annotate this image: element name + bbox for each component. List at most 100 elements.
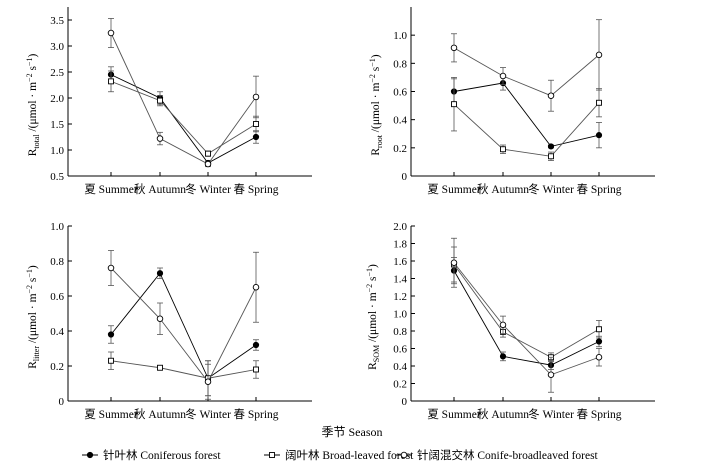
y-tick-label: 0.2 xyxy=(393,143,407,155)
y-tick-label: 0.2 xyxy=(393,379,407,391)
data-point xyxy=(595,51,603,59)
chart-panel-total: Rtotal /(μmol · m−2 s−1) 0.5 1.0 1.5 2.0 2.5… xyxy=(25,7,312,196)
legend-item-mixed: 针阔混交林 Conife-broadleaved forest xyxy=(396,448,599,462)
y-tick-label: 0.6 xyxy=(50,291,64,303)
data-point xyxy=(252,284,260,291)
x-tick-label: 冬 Winter xyxy=(185,407,231,421)
legend-label: 阔叶林 Broad-leaved forest xyxy=(285,448,414,462)
x-tick-label: 夏 Summer xyxy=(427,183,481,196)
chart-panel-litter: Rlitter /(μmol · m−2 s−1) 0 0.2 0.4 0.6 0.8 1… xyxy=(25,221,312,421)
data-point xyxy=(547,143,555,150)
x-tick-label: 秋 Autumn xyxy=(134,407,186,421)
legend-label: 针叶林 Coniferous forest xyxy=(103,448,221,462)
x-tick-label: 春 Spring xyxy=(233,183,278,196)
series-line xyxy=(110,32,257,165)
data-point xyxy=(252,133,260,141)
y-tick-label: 1.0 xyxy=(50,221,64,233)
x-tick-label: 春 Spring xyxy=(576,183,621,196)
series-line xyxy=(110,267,257,383)
y-tick-label: 0.5 xyxy=(50,171,64,183)
data-point xyxy=(252,341,260,349)
data-point xyxy=(451,101,457,108)
y-tick-label: 1.6 xyxy=(393,256,407,268)
data-point xyxy=(596,99,602,106)
x-tick-label: 秋 Autumn xyxy=(477,407,529,421)
data-point xyxy=(204,378,212,386)
data-point xyxy=(157,364,163,371)
data-point xyxy=(548,153,554,160)
data-point xyxy=(107,29,115,37)
series-line xyxy=(110,360,257,379)
y-axis-label: Rroot /(μmol · m−2 s−1) xyxy=(368,54,384,155)
series-line xyxy=(453,270,600,366)
legend-marker-open-square xyxy=(269,452,275,458)
series-line xyxy=(453,102,600,157)
legend-label: 针阔混交林 Conife-broadleaved forest xyxy=(417,448,599,462)
chart-panel-som: RSOM /(μmol · m−2 s−1) 0 0.2 0.4 0.6 0.8 1.0 1… xyxy=(365,221,655,421)
x-tick-label: 冬 Winter xyxy=(528,182,574,196)
y-tick-label: 0.2 xyxy=(50,361,64,373)
series-line xyxy=(110,272,257,379)
legend-item-broadleaved: 阔叶林 Broad-leaved forest xyxy=(264,448,414,462)
chart-panel-root: Rroot /(μmol · m−2 s−1) 0 0.2 0.4 0.6 0.8 1.0… xyxy=(368,7,655,196)
data-point xyxy=(450,44,458,52)
y-tick-label: 0 xyxy=(402,396,408,408)
y-tick-label: 0.6 xyxy=(393,344,407,356)
y-tick-label: 0.4 xyxy=(393,115,407,127)
y-axis-label: RSOM /(μmol · m−2 s−1) xyxy=(365,264,381,370)
x-tick-label: 春 Spring xyxy=(233,408,278,421)
x-tick-label: 冬 Winter xyxy=(185,182,231,196)
data-point xyxy=(205,150,211,157)
x-tick-label: 冬 Winter xyxy=(528,407,574,421)
data-point xyxy=(253,366,259,373)
legend: 针叶林 Coniferous forest 阔叶林 Broad-leaved f… xyxy=(82,448,599,462)
y-axis-label: Rlitter /(μmol · m−2 s−1) xyxy=(25,265,41,369)
legend-marker-open-circle xyxy=(400,451,408,459)
y-tick-label: 2.0 xyxy=(50,93,64,105)
y-tick-label: 3.5 xyxy=(50,15,64,27)
x-tick-label: 秋 Autumn xyxy=(134,182,186,196)
data-point xyxy=(108,78,114,85)
legend-marker-filled-circle xyxy=(86,451,94,459)
x-axis-title: 季节 Season xyxy=(322,425,383,439)
x-tick-label: 春 Spring xyxy=(576,408,621,421)
y-axis-label: Rtotal /(μmol · m−2 s−1) xyxy=(25,54,41,157)
series-line xyxy=(453,82,600,147)
y-tick-label: 1.2 xyxy=(393,291,407,303)
y-tick-label: 0.8 xyxy=(50,256,64,268)
data-point xyxy=(499,321,507,329)
y-tick-label: 0.4 xyxy=(50,326,64,338)
y-tick-label: 1.0 xyxy=(50,145,64,157)
y-tick-label: 0 xyxy=(402,171,408,183)
data-point xyxy=(595,132,603,139)
y-tick-label: 0.6 xyxy=(393,87,407,99)
x-tick-label: 夏 Summer xyxy=(84,183,138,196)
data-point xyxy=(450,259,458,267)
data-point xyxy=(595,354,603,361)
data-point xyxy=(107,264,115,272)
y-tick-label: 2.5 xyxy=(50,67,64,79)
series-line xyxy=(110,74,257,164)
data-point xyxy=(107,331,115,338)
data-point xyxy=(500,146,506,153)
data-point xyxy=(156,270,164,277)
data-point xyxy=(252,93,260,101)
data-point xyxy=(547,92,555,99)
x-tick-label: 夏 Summer xyxy=(427,408,481,421)
y-tick-label: 1.8 xyxy=(393,239,407,251)
data-point xyxy=(547,371,555,379)
series-line xyxy=(453,47,600,97)
y-tick-label: 1.5 xyxy=(50,119,64,131)
y-tick-label: 2.0 xyxy=(393,221,407,233)
y-tick-label: 0.8 xyxy=(393,326,407,338)
data-point xyxy=(499,72,507,80)
data-point xyxy=(596,326,602,333)
data-point xyxy=(156,315,164,323)
y-tick-label: 0 xyxy=(59,396,65,408)
y-tick-label: 3.0 xyxy=(50,41,64,53)
series-line xyxy=(110,80,257,155)
data-point xyxy=(204,160,212,168)
data-point xyxy=(156,135,164,142)
series-line xyxy=(453,264,600,358)
